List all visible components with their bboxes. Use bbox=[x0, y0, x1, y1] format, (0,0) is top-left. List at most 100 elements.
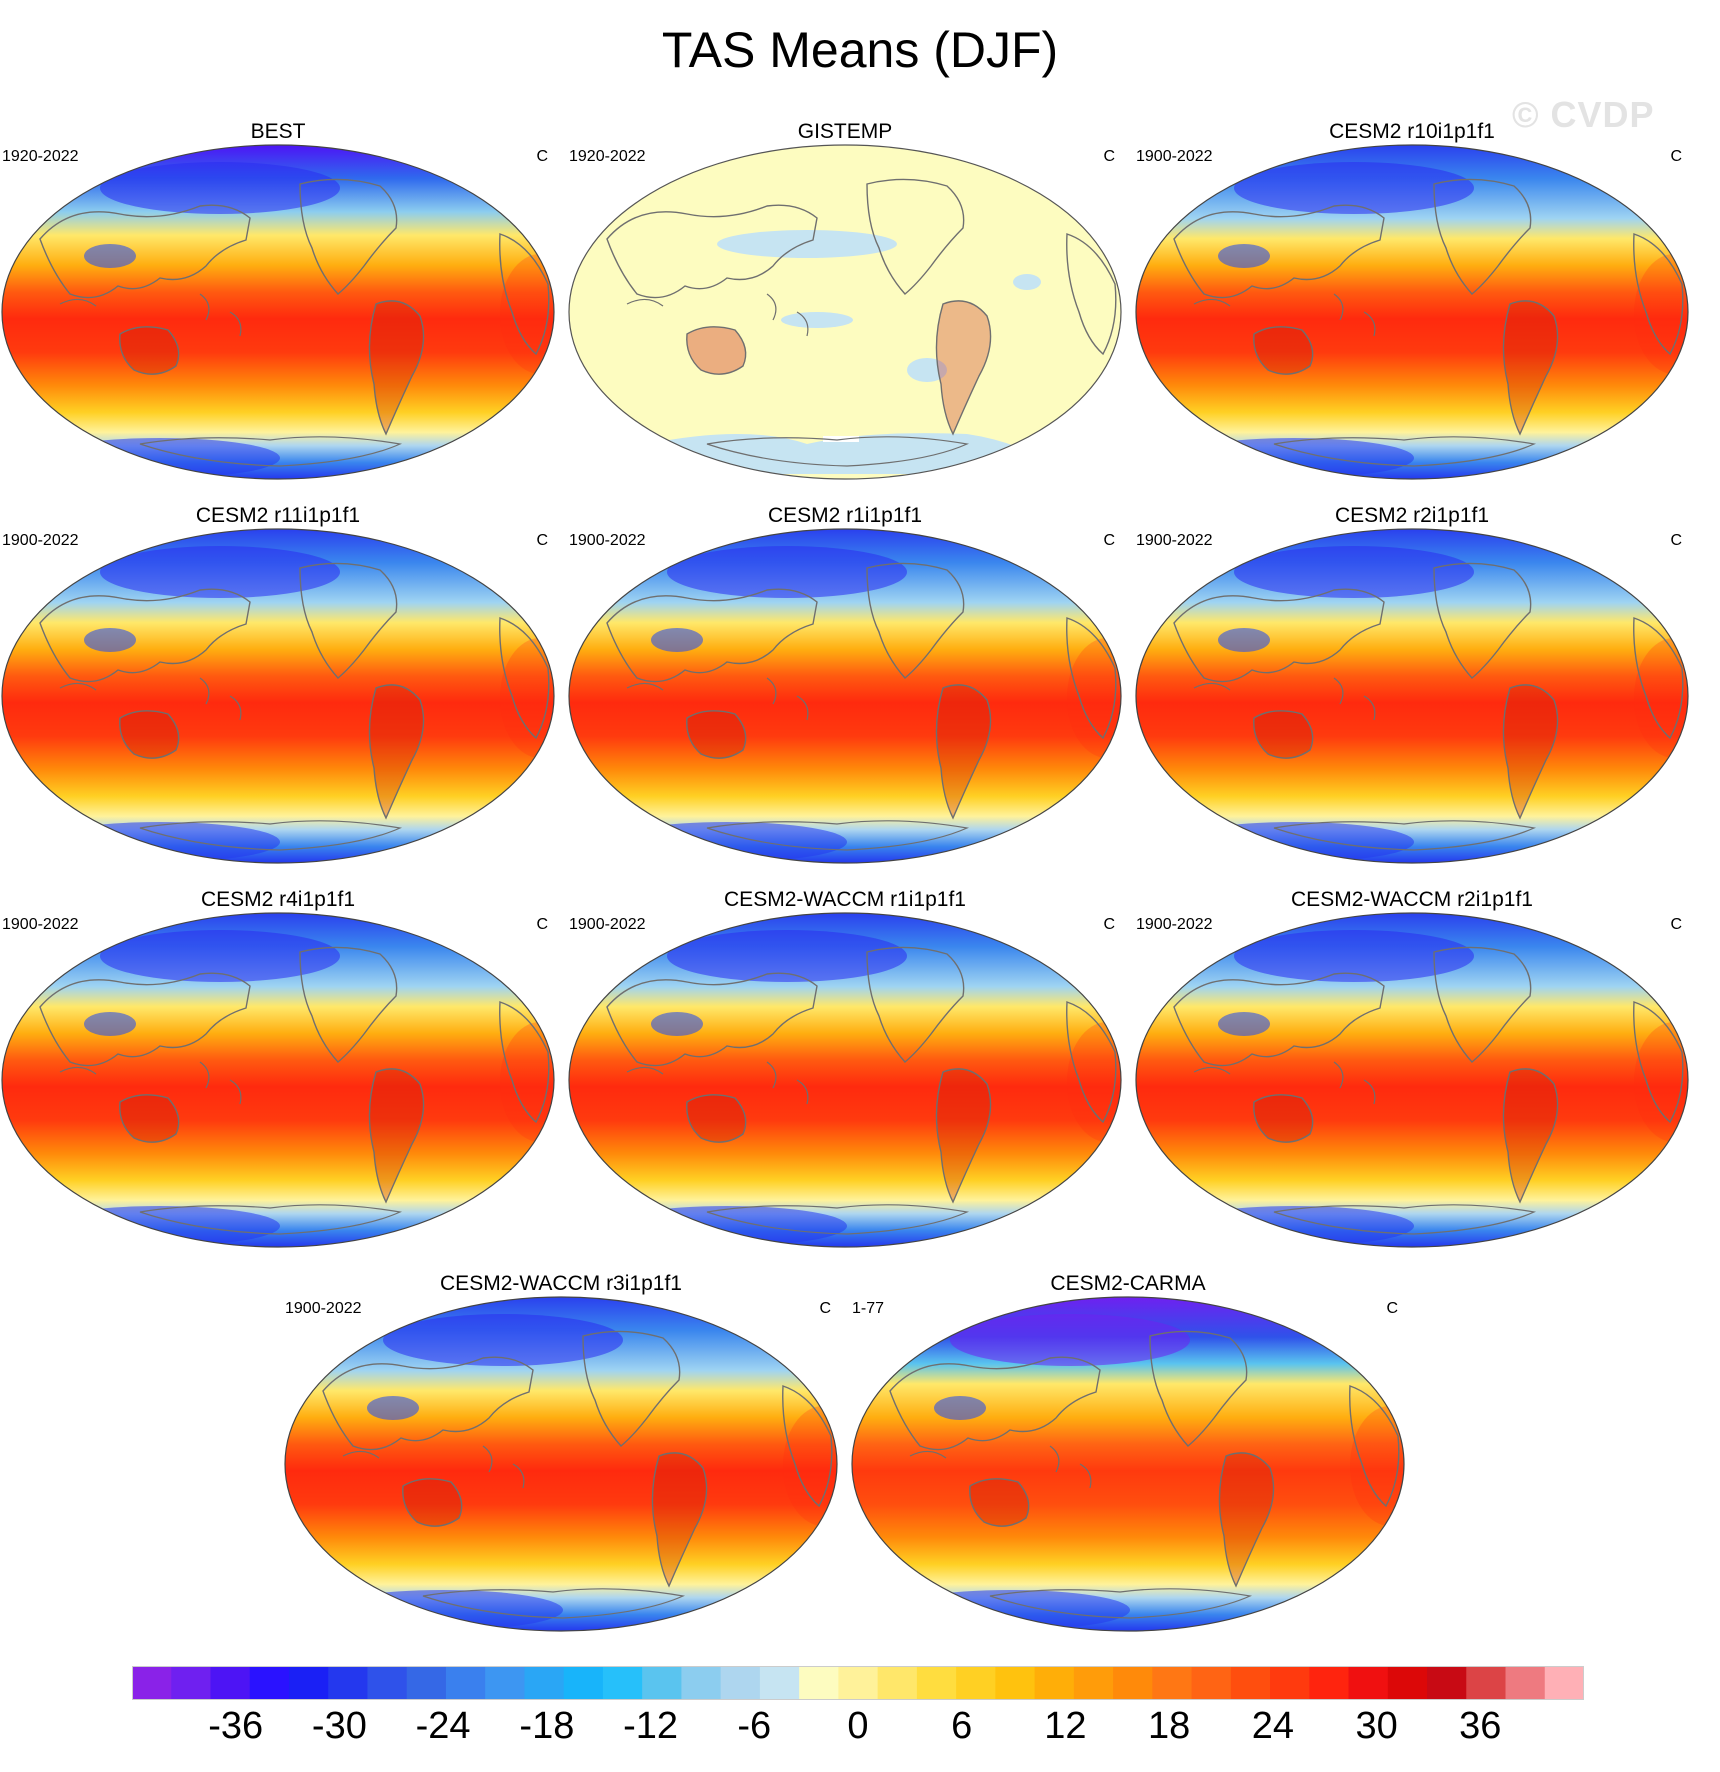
colorbar-swatch bbox=[759, 1666, 800, 1700]
colorbar-swatch bbox=[1230, 1666, 1271, 1700]
panel-period: 1920-2022 bbox=[2, 148, 79, 165]
colorbar-swatch bbox=[171, 1666, 211, 1700]
panel-title: CESM2 r10i1p1f1 bbox=[1329, 120, 1495, 143]
panel-units: C bbox=[819, 1300, 831, 1317]
robinson-map bbox=[568, 912, 1122, 1248]
colorbar-tick-label: 36 bbox=[1459, 1705, 1502, 1747]
colorbar-swatch bbox=[1191, 1666, 1232, 1700]
robinson-map bbox=[851, 1296, 1405, 1632]
colorbar-tick-label: 12 bbox=[1044, 1705, 1087, 1747]
map-panel: CESM2-WACCM r2i1p1f1 1900-2022 C bbox=[1134, 888, 1690, 1248]
panel-units: C bbox=[536, 916, 548, 933]
colorbar-swatch bbox=[916, 1666, 957, 1700]
map-panel: BEST 1920-2022 C bbox=[0, 120, 556, 480]
map-panel: CESM2 r2i1p1f1 1900-2022 C bbox=[1134, 504, 1690, 864]
colorbar-swatch bbox=[563, 1666, 604, 1700]
panel-title: BEST bbox=[250, 120, 306, 143]
colorbar-tick-label: 18 bbox=[1147, 1705, 1191, 1747]
map-panel: CESM2 r1i1p1f1 1900-2022 C bbox=[567, 504, 1123, 864]
colorbar-swatch bbox=[838, 1666, 879, 1700]
colorbar-swatch bbox=[249, 1666, 290, 1700]
colorbar-swatch bbox=[642, 1666, 682, 1700]
colorbar-swatch bbox=[445, 1666, 486, 1700]
panel-units: C bbox=[1670, 916, 1682, 933]
panel-period: 1900-2022 bbox=[1136, 916, 1213, 933]
robinson-map bbox=[1, 912, 555, 1248]
colorbar-swatch bbox=[1387, 1666, 1428, 1700]
panel-period: 1-77 bbox=[852, 1300, 885, 1317]
colorbar-swatch bbox=[1152, 1666, 1193, 1700]
panel-units: C bbox=[536, 148, 548, 165]
colorbar-swatch bbox=[1505, 1666, 1546, 1700]
colorbar-tick-label: 6 bbox=[951, 1705, 973, 1747]
colorbar-ticks: -36 -30 -24 -18 -12 -6 0 6 12 18 24 30 36 bbox=[0, 1704, 1720, 1750]
panel-units: C bbox=[536, 532, 548, 549]
panel-units: C bbox=[1670, 532, 1682, 549]
panel-period: 1900-2022 bbox=[1136, 148, 1213, 165]
colorbar-swatch bbox=[995, 1666, 1036, 1700]
robinson-map bbox=[1135, 528, 1689, 864]
robinson-map bbox=[568, 144, 1122, 480]
colorbar-swatch bbox=[288, 1666, 329, 1700]
colorbar-tick-label: 0 bbox=[847, 1705, 869, 1747]
colorbar-swatch bbox=[210, 1666, 251, 1700]
colorbar-swatch bbox=[720, 1666, 761, 1700]
colorbar-swatch bbox=[681, 1666, 722, 1700]
panel-title: CESM2-CARMA bbox=[1050, 1272, 1206, 1295]
map-panel: CESM2 r10i1p1f1 1900-2022 C bbox=[1134, 120, 1690, 480]
panel-period: 1900-2022 bbox=[285, 1300, 362, 1317]
colorbar-swatch bbox=[1034, 1666, 1075, 1700]
panel-units: C bbox=[1103, 916, 1115, 933]
colorbar-swatches bbox=[132, 1666, 1584, 1700]
panel-period: 1900-2022 bbox=[569, 916, 646, 933]
colorbar-tick-label: -18 bbox=[519, 1705, 575, 1747]
cvdp-watermark: © CVDP bbox=[1512, 94, 1655, 135]
colorbar-outline bbox=[132, 1666, 1584, 1700]
panel-title: CESM2 r4i1p1f1 bbox=[200, 888, 356, 911]
panel-period: 1900-2022 bbox=[2, 916, 79, 933]
panel-period: 1900-2022 bbox=[2, 532, 79, 549]
colorbar-swatch bbox=[367, 1666, 408, 1700]
colorbar-swatch bbox=[1427, 1666, 1467, 1700]
colorbar-swatch bbox=[328, 1666, 368, 1700]
panel-title: CESM2 r2i1p1f1 bbox=[1334, 504, 1490, 527]
colorbar-tick-label: -30 bbox=[311, 1705, 367, 1747]
robinson-map bbox=[1, 144, 555, 480]
panel-period: 1920-2022 bbox=[569, 148, 646, 165]
colorbar-swatch bbox=[602, 1666, 643, 1700]
panel-units: C bbox=[1670, 148, 1682, 165]
panel-units: C bbox=[1103, 532, 1115, 549]
map-panel: CESM2 r11i1p1f1 1900-2022 C bbox=[0, 504, 556, 864]
colorbar-tick-label: -6 bbox=[737, 1705, 772, 1747]
colorbar-swatch bbox=[1466, 1666, 1507, 1700]
panel-title: GISTEMP bbox=[797, 120, 893, 143]
colorbar-swatch bbox=[1270, 1666, 1310, 1700]
colorbar-swatch bbox=[1309, 1666, 1350, 1700]
figure-title: TAS Means (DJF) bbox=[661, 22, 1059, 78]
colorbar-swatch bbox=[1544, 1666, 1584, 1700]
colorbar-tick-label: -36 bbox=[208, 1705, 264, 1747]
panel-period: 1900-2022 bbox=[1136, 532, 1213, 549]
robinson-map bbox=[1135, 144, 1689, 480]
panel-title: CESM2-WACCM r3i1p1f1 bbox=[440, 1272, 682, 1295]
colorbar-swatch bbox=[799, 1666, 839, 1700]
colorbar-tick-label: -12 bbox=[623, 1705, 679, 1747]
colorbar-swatch bbox=[1073, 1666, 1114, 1700]
colorbar-swatch bbox=[956, 1666, 996, 1700]
map-panel: CESM2-WACCM r1i1p1f1 1900-2022 C bbox=[567, 888, 1123, 1248]
colorbar-swatch bbox=[406, 1666, 447, 1700]
panel-title: CESM2 r11i1p1f1 bbox=[195, 504, 361, 527]
panel-units: C bbox=[1103, 148, 1115, 165]
colorbar-swatch bbox=[524, 1666, 565, 1700]
map-panel: CESM2-CARMA 1-77 C bbox=[850, 1272, 1406, 1632]
panel-period: 1900-2022 bbox=[569, 532, 646, 549]
robinson-map bbox=[284, 1296, 838, 1632]
colorbar-swatch bbox=[485, 1666, 525, 1700]
map-panel: CESM2 r4i1p1f1 1900-2022 C bbox=[0, 888, 556, 1248]
colorbar-swatch bbox=[132, 1666, 172, 1700]
colorbar-tick-label: 30 bbox=[1355, 1705, 1398, 1747]
panel-units: C bbox=[1386, 1300, 1398, 1317]
robinson-map bbox=[568, 528, 1122, 864]
panel-title: CESM2 r1i1p1f1 bbox=[767, 504, 923, 527]
map-panel: CESM2-WACCM r3i1p1f1 1900-2022 C bbox=[283, 1272, 839, 1632]
